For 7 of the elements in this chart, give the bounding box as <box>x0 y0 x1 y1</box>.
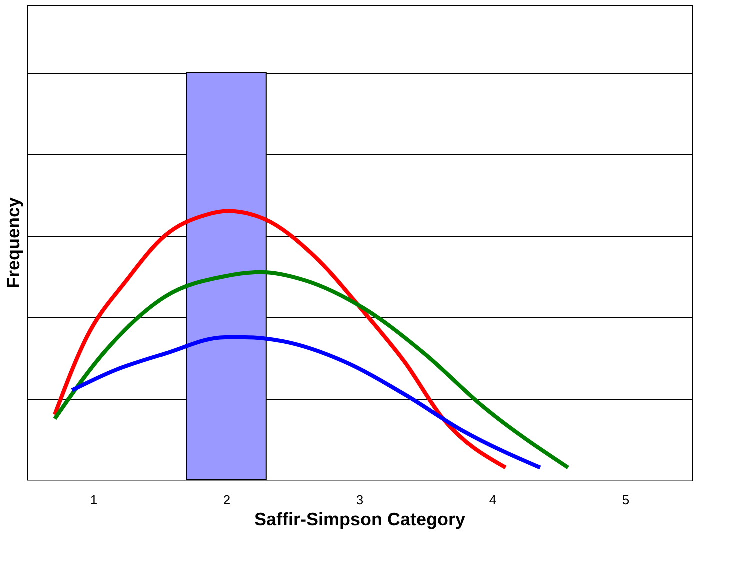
y-axis-title: Frequency <box>4 197 24 289</box>
x-tick-label: 1 <box>90 492 98 508</box>
x-tick-label: 2 <box>223 492 231 508</box>
x-tick-label: 5 <box>622 492 630 508</box>
x-tick-label: 4 <box>489 492 497 508</box>
x-axis-title: Saffir-Simpson Category <box>254 510 466 530</box>
x-tick-label: 3 <box>356 492 364 508</box>
